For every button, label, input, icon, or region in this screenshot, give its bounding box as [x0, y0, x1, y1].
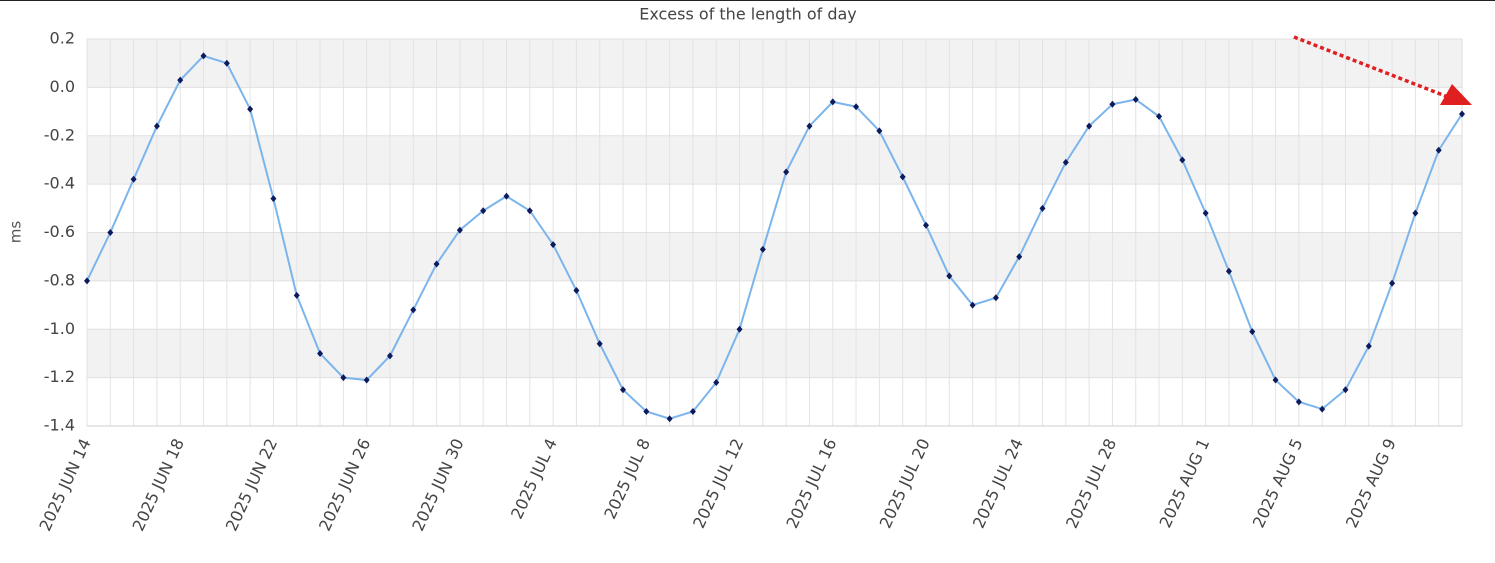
data-point — [1202, 209, 1209, 217]
x-tick-label: 2025 JUL 12 — [689, 436, 747, 532]
data-point — [713, 378, 720, 386]
x-tick-label: 2025 AUG 9 — [1342, 436, 1400, 531]
data-point — [1389, 279, 1396, 287]
data-point — [1156, 112, 1163, 120]
data-point — [1086, 122, 1093, 130]
y-tick-label: -1.0 — [44, 319, 75, 338]
x-tick-label: 2025 JUL 4 — [507, 436, 561, 522]
data-point — [1365, 342, 1372, 350]
x-tick-label: 2025 JUN 22 — [222, 436, 281, 534]
data-point — [1342, 386, 1349, 394]
y-tick-label: -0.4 — [44, 174, 75, 193]
x-tick-label: 2025 JUN 30 — [408, 436, 467, 534]
y-tick-label: -0.8 — [44, 270, 75, 289]
data-point — [922, 221, 929, 229]
data-point — [223, 59, 230, 67]
y-tick-label: 0.2 — [50, 29, 75, 48]
data-point — [84, 277, 90, 285]
x-tick-label: 2025 JUN 18 — [129, 436, 188, 534]
data-point — [1295, 398, 1302, 406]
data-point — [643, 407, 650, 415]
y-tick-label: -0.2 — [44, 125, 75, 144]
data-point — [480, 207, 487, 215]
x-tick-label: 2025 AUG 5 — [1249, 436, 1307, 531]
data-point — [736, 325, 743, 333]
data-point — [1225, 267, 1232, 275]
data-point — [1249, 328, 1256, 336]
x-tick-label: 2025 JUL 24 — [969, 436, 1027, 532]
grid-band — [87, 39, 1462, 88]
annotation-arrow — [1293, 35, 1472, 105]
data-point — [596, 340, 603, 348]
plot-area: 2025 JUN 14 2025 JUN 18 2025 JUN 22 2025 JU… — [35, 29, 1465, 534]
x-tick-label: 2025 JUN 14 — [35, 436, 94, 534]
data-point — [456, 226, 463, 234]
data-point — [573, 287, 580, 295]
data-point — [270, 195, 277, 203]
data-point — [200, 52, 207, 60]
data-point — [153, 122, 160, 130]
data-point — [386, 352, 393, 360]
data-point — [1109, 100, 1116, 108]
data-point — [363, 376, 370, 384]
x-tick-label: 2025 JUN 26 — [315, 436, 374, 534]
x-tick-label: 2025 JUL 20 — [876, 436, 934, 532]
data-point — [1016, 253, 1023, 261]
data-point — [1062, 158, 1069, 166]
data-point — [107, 229, 114, 236]
data-point — [876, 127, 883, 135]
data-point — [410, 306, 417, 314]
data-point — [1435, 146, 1442, 154]
data-point — [1132, 95, 1139, 103]
data-point — [433, 260, 440, 268]
data-point — [550, 241, 557, 249]
x-tick-label: 2025 JUL 8 — [600, 436, 654, 522]
y-tick-label: -1.2 — [44, 367, 75, 386]
data-point — [666, 415, 673, 423]
data-point — [969, 301, 976, 309]
y-tick-label: 0.0 — [50, 77, 75, 96]
y-tick-label: -1.4 — [44, 416, 75, 435]
grid-band — [87, 329, 1462, 378]
y-tick-label: -0.6 — [44, 222, 75, 241]
grid-band — [87, 135, 1462, 185]
data-point — [317, 349, 324, 357]
x-tick-label: 2025 JUL 28 — [1062, 436, 1120, 532]
data-point — [177, 76, 184, 84]
data-point — [247, 105, 254, 113]
chart-title: Excess of the length of day — [639, 5, 857, 24]
data-point — [853, 103, 860, 111]
data-point — [759, 245, 766, 253]
data-point — [340, 374, 347, 382]
data-point — [829, 98, 836, 106]
series-line — [86, 54, 1463, 420]
data-point — [1412, 209, 1419, 217]
data-point — [1459, 110, 1465, 118]
data-point — [946, 272, 953, 280]
data-point — [1272, 376, 1279, 384]
data-point — [503, 192, 510, 200]
data-point — [1179, 156, 1186, 164]
data-point — [293, 291, 300, 299]
data-point — [689, 407, 696, 415]
data-point — [130, 175, 137, 183]
grid-band — [87, 232, 1462, 281]
data-point — [899, 173, 906, 181]
x-tick-label: 2025 JUL 16 — [782, 436, 840, 532]
x-tick-label: 2025 AUG 1 — [1156, 436, 1214, 531]
data-point — [1319, 405, 1326, 413]
data-point — [992, 294, 999, 302]
y-axis-label: ms — [7, 221, 25, 244]
data-point — [1039, 204, 1046, 212]
data-point — [806, 122, 813, 130]
data-point — [526, 207, 533, 215]
data-point — [620, 386, 627, 394]
data-point — [783, 168, 790, 176]
